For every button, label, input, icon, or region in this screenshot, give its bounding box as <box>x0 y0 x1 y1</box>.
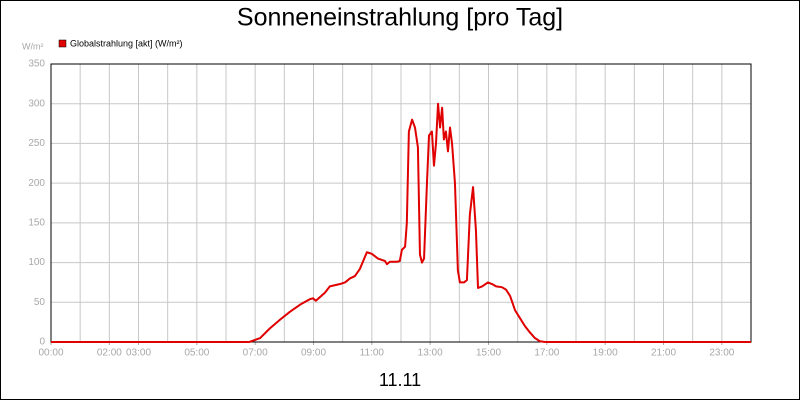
x-tick-label: 05:00 <box>184 348 209 359</box>
x-tick-label: 23:00 <box>709 348 734 359</box>
x-tick-label: 11:00 <box>360 348 385 359</box>
x-tick-label: 13:00 <box>418 348 443 359</box>
data-line <box>51 102 751 343</box>
y-tick-label: 200 <box>28 178 45 189</box>
x-tick-label: 03:00 <box>126 348 151 359</box>
y-tick-label: 0 <box>39 337 45 348</box>
x-tick-label: 02:00 <box>97 348 122 359</box>
legend-swatch <box>58 39 67 48</box>
legend-label: Globalstrahlung [akt] (W/m²) <box>70 38 183 48</box>
y-tick-label: 300 <box>28 98 45 109</box>
y-tick-label: 100 <box>28 257 45 268</box>
plot-border <box>50 63 752 343</box>
x-tick-label: 19:00 <box>593 348 618 359</box>
x-tick-label: 15:00 <box>476 348 501 359</box>
y-unit: W/m² <box>22 41 44 51</box>
chart-title: Sonneneinstrahlung [pro Tag] <box>237 4 563 32</box>
y-tick-label: 150 <box>28 217 45 228</box>
x-caption: 11.11 <box>379 370 421 390</box>
x-tick-label: 07:00 <box>243 348 268 359</box>
x-tick-label: 00:00 <box>38 348 63 359</box>
y-tick-label: 250 <box>28 138 45 149</box>
x-tick-label: 09:00 <box>301 348 326 359</box>
y-tick-label: 50 <box>34 297 46 308</box>
x-tick-label: 17:00 <box>534 348 559 359</box>
x-tick-label: 21:00 <box>651 348 676 359</box>
y-tick-label: 350 <box>28 59 45 70</box>
